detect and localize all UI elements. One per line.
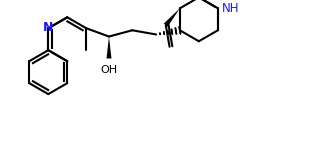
- Text: N: N: [43, 21, 53, 34]
- Text: OH: OH: [100, 65, 118, 75]
- Polygon shape: [107, 36, 112, 59]
- Text: NH: NH: [222, 2, 239, 15]
- Polygon shape: [164, 8, 180, 27]
